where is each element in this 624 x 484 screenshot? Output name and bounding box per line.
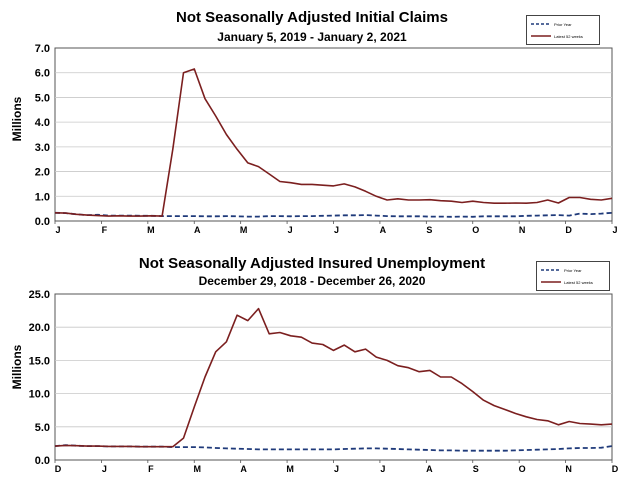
x-tick-label: M: [240, 225, 248, 235]
x-tick-label: J: [102, 464, 107, 474]
chart-subtitle: December 29, 2018 - December 26, 2020: [198, 274, 426, 288]
legend-label: Latest 52 weeks: [564, 279, 593, 285]
x-tick-label: M: [286, 464, 294, 474]
x-tick-label: J: [55, 225, 60, 235]
x-tick-label: S: [473, 464, 479, 474]
y-tick-label: 10.0: [29, 389, 50, 401]
x-tick-label: N: [519, 225, 526, 235]
y-tick-label: 3.0: [35, 142, 50, 154]
insured-unemployment-chart: Not Seasonally Adjusted Insured Unemploy…: [0, 250, 624, 484]
legend-item-latest-52-weeks: Latest 52 weeks: [531, 32, 583, 40]
chart-title: Not Seasonally Adjusted Insured Unemploy…: [138, 255, 486, 272]
y-tick-label: 1.0: [35, 191, 50, 203]
x-tick-label: A: [426, 464, 433, 474]
chart-legend: Prior Year Latest 52 weeks: [526, 15, 600, 45]
x-tick-label: J: [334, 464, 339, 474]
x-tick-label: A: [194, 225, 201, 235]
x-tick-label: D: [612, 464, 619, 474]
x-tick-label: J: [334, 225, 339, 235]
legend-solid-line-icon: [531, 35, 551, 37]
series-line-latest-52-weeks: [54, 307, 613, 448]
legend-dashed-line-icon: [541, 269, 561, 271]
initial-claims-plot: 0.0 1.0 2.0 3.0 4.0 5.0 6.0 7.0 J F M A M J J A S O N D J: [35, 43, 618, 235]
y-tick-label: 20.0: [29, 322, 50, 334]
x-tick-label: J: [380, 464, 385, 474]
y-tick-label: 7.0: [35, 43, 50, 55]
y-tick-label: 0.0: [35, 216, 50, 228]
x-tick-label: N: [565, 464, 572, 474]
y-tick-label: 2.0: [35, 167, 50, 179]
x-tick-label: M: [147, 225, 155, 235]
x-tick-label: J: [288, 225, 293, 235]
x-tick-label: F: [148, 464, 154, 474]
legend-label: Latest 52 weeks: [554, 33, 583, 39]
x-tick-label: A: [240, 464, 247, 474]
chart-title: Not Seasonally Adjusted Initial Claims: [175, 9, 448, 26]
x-tick-label: S: [426, 225, 432, 235]
chart-subtitle: January 5, 2019 - January 2, 2021: [217, 30, 407, 44]
x-tick-label: D: [55, 464, 62, 474]
legend-item-latest-52-weeks: Latest 52 weeks: [541, 278, 593, 286]
y-tick-label: 6.0: [35, 68, 50, 80]
x-tick-label: M: [194, 464, 202, 474]
y-tick-label: 5.0: [35, 422, 50, 434]
y-tick-label: 25.0: [29, 289, 50, 301]
chart-legend: Prior Year Latest 52 weeks: [536, 261, 610, 291]
initial-claims-chart: Not Seasonally Adjusted Initial Claims J…: [10, 9, 618, 235]
legend-label: Prior Year: [554, 21, 572, 27]
y-tick-label: 15.0: [29, 355, 50, 367]
y-tick-label: 5.0: [35, 92, 50, 104]
y-tick-label: 4.0: [35, 117, 50, 129]
legend-solid-line-icon: [541, 281, 561, 283]
legend-item-prior-year: Prior Year: [531, 20, 572, 28]
plot-frame: [54, 293, 613, 461]
legend-dashed-line-icon: [531, 23, 551, 25]
series-line-latest-52-weeks: [54, 68, 613, 217]
legend-label: Prior Year: [564, 267, 582, 273]
x-tick-label: D: [565, 225, 572, 235]
x-tick-label: J: [612, 225, 617, 235]
x-tick-label: O: [519, 464, 526, 474]
y-tick-label: 0.0: [35, 455, 50, 467]
x-tick-label: F: [102, 225, 108, 235]
plot-frame: [54, 47, 613, 222]
x-tick-label: A: [380, 225, 387, 235]
x-tick-label: O: [472, 225, 479, 235]
legend-item-prior-year: Prior Year: [541, 266, 582, 274]
insured-unemployment-plot: 0.0 5.0 10.0 15.0 20.0 25.0 D J F M A M J J A S O N D: [29, 289, 619, 474]
